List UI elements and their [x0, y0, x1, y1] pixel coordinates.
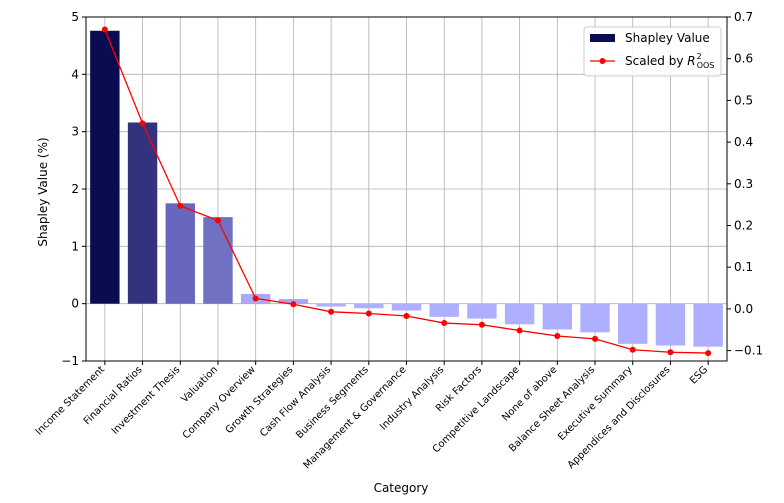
scaled-point [667, 349, 673, 355]
x-tick-label: Investment Thesis [110, 364, 183, 437]
scaled-point [253, 295, 259, 301]
scaled-point [328, 309, 334, 315]
scaled-point [102, 27, 108, 33]
y2-tick-label: 0.7 [734, 10, 753, 24]
bar [543, 304, 572, 330]
y-tick-label: −1 [61, 354, 79, 368]
x-tick-label: ESG [688, 364, 710, 386]
y2-tick-label: 0.0 [734, 302, 753, 316]
scaled-point [140, 120, 146, 126]
bar [580, 304, 609, 333]
x-tick-label: Cash Flow Analysis [258, 364, 333, 439]
scaled-point [630, 347, 636, 353]
x-tick-label: Industry Analysis [378, 364, 446, 432]
bar [128, 122, 157, 303]
y2-tick-label: 0.5 [734, 93, 753, 107]
y2-tick-label: −0.1 [734, 344, 763, 358]
y-tick-label: 4 [71, 67, 79, 81]
scaled-point [554, 333, 560, 339]
x-axis-label: Category [374, 481, 429, 495]
x-tick-label: Company Overview [181, 364, 258, 441]
y-axis-label: Shapley Value (%) [36, 137, 50, 246]
scaled-point [215, 217, 221, 223]
y-axis-left: −1 0 1 2 3 4 5 [61, 10, 86, 368]
scaled-point [441, 320, 447, 326]
bar [203, 217, 232, 304]
bar [166, 203, 195, 303]
y2-tick-label: 0.1 [734, 260, 753, 274]
y-tick-label: 5 [71, 10, 79, 24]
scaled-point [404, 313, 410, 319]
bar [90, 31, 119, 304]
y-tick-label: 2 [71, 182, 79, 196]
bar [467, 304, 496, 319]
x-tick-label: Executive Summary [556, 364, 635, 443]
bar [354, 304, 383, 309]
y2-tick-label: 0.4 [734, 135, 753, 149]
y2-tick-label: 0.2 [734, 218, 753, 232]
bar [316, 304, 345, 307]
bar [392, 304, 421, 311]
y2-tick-label: 0.3 [734, 177, 753, 191]
y-tick-label: 0 [71, 297, 79, 311]
legend-line-label: Scaled by R2 OOS [625, 52, 714, 70]
bar [693, 304, 722, 347]
chart: −1 0 1 2 3 4 5 −0.1 0.0 0.1 0.2 0.3 0.4 0.5 0.6 0.7 In… [0, 0, 784, 503]
y-tick-label: 3 [71, 125, 79, 139]
x-tick-label: Business Segments [294, 364, 371, 441]
scaled-point [592, 336, 598, 342]
scaled-point [517, 328, 523, 334]
scaled-point [705, 350, 711, 356]
x-tick-label: Valuation [179, 364, 220, 405]
legend-bar-swatch [590, 34, 615, 42]
bar [430, 304, 459, 317]
y-axis-right: −0.1 0.0 0.1 0.2 0.3 0.4 0.5 0.6 0.7 [727, 10, 763, 358]
bar [505, 304, 534, 325]
x-tick-label: Income Statement [34, 364, 107, 437]
bar [656, 304, 685, 346]
x-tick-label: Growth Strategies [224, 364, 296, 436]
scaled-point [290, 301, 296, 307]
legend-line-marker [600, 58, 606, 64]
y-tick-label: 1 [71, 239, 79, 253]
scaled-point [366, 310, 372, 316]
bar [618, 304, 647, 344]
legend: Shapley Value Scaled by R2 OOS [584, 27, 721, 76]
scaled-point [177, 203, 183, 209]
scaled-point [479, 322, 485, 328]
legend-bar-label: Shapley Value [625, 31, 710, 45]
y2-tick-label: 0.6 [734, 52, 753, 66]
